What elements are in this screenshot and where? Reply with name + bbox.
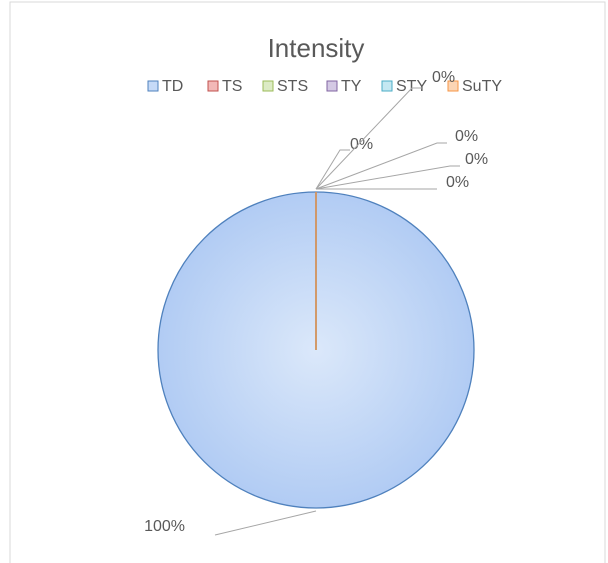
data-label: 0% [455, 128, 478, 145]
leader-line [214, 510, 317, 536]
data-label: 0% [465, 151, 488, 168]
leader-line [315, 149, 350, 190]
legend-swatch [326, 80, 338, 92]
legend-swatch [147, 80, 159, 92]
legend-swatch [207, 80, 219, 92]
legend-swatch [381, 80, 393, 92]
legend-label: STY [396, 78, 427, 95]
legend-swatch [447, 80, 459, 92]
leader-line [315, 165, 460, 190]
legend-label: SuTY [462, 78, 502, 95]
leader-line [315, 142, 447, 190]
legend-label: TD [162, 78, 183, 95]
legend-label: TY [341, 78, 362, 95]
legend-label: TS [222, 78, 242, 95]
data-label: 0% [446, 174, 469, 191]
leader-line [315, 87, 422, 190]
legend-swatch [262, 80, 274, 92]
data-label: 100% [144, 518, 185, 535]
data-label: 0% [350, 136, 373, 153]
chart-title: Intensity [268, 33, 365, 63]
data-label: 0% [432, 69, 455, 86]
legend-label: STS [277, 78, 308, 95]
